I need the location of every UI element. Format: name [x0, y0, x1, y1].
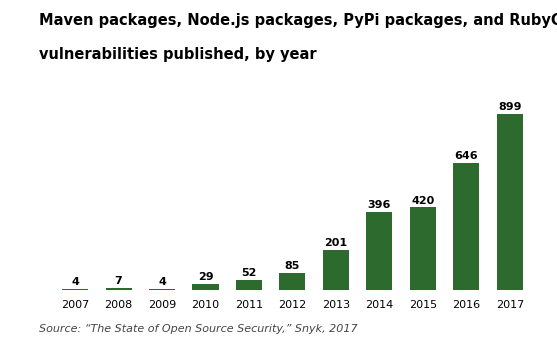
Text: 396: 396	[368, 200, 391, 210]
Text: Maven packages, Node.js packages, PyPi packages, and RubyGems gems: Maven packages, Node.js packages, PyPi p…	[39, 13, 557, 29]
Text: Source: “The State of Open Source Security,” Snyk, 2017: Source: “The State of Open Source Securi…	[39, 324, 358, 334]
Bar	[367, 212, 393, 290]
Text: 52: 52	[241, 268, 257, 278]
Text: 85: 85	[285, 261, 300, 271]
Bar	[323, 250, 349, 290]
Text: 4: 4	[71, 277, 79, 287]
Text: 4: 4	[158, 277, 166, 287]
Bar	[410, 208, 436, 290]
Bar	[105, 288, 131, 290]
Text: vulnerabilities published, by year: vulnerabilities published, by year	[39, 47, 316, 62]
Bar	[497, 114, 523, 290]
Bar	[236, 280, 262, 290]
Bar	[192, 284, 218, 290]
Text: 646: 646	[455, 151, 478, 161]
Bar	[149, 289, 175, 290]
Text: 899: 899	[498, 102, 521, 112]
Bar	[62, 289, 88, 290]
Bar	[453, 163, 480, 290]
Bar	[280, 273, 305, 290]
Text: 7: 7	[115, 276, 123, 286]
Text: 29: 29	[198, 272, 213, 282]
Text: 201: 201	[324, 239, 348, 248]
Text: 420: 420	[411, 195, 434, 206]
